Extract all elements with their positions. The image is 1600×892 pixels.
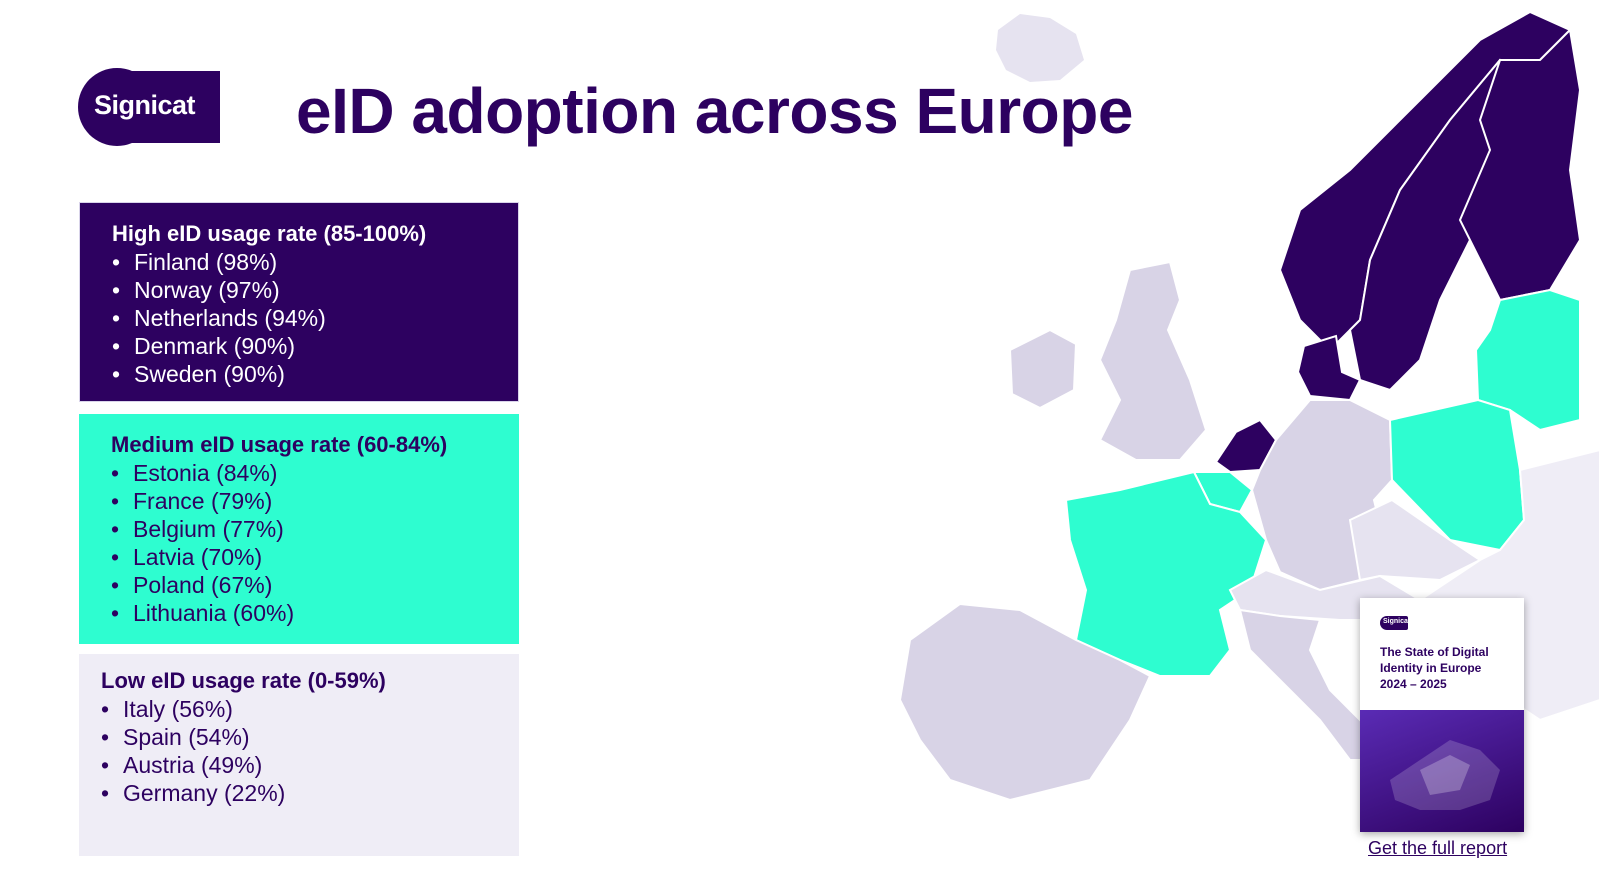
list-item: • Sweden (90%) <box>112 361 285 387</box>
list-item: • Austria (49%) <box>101 752 263 778</box>
list-item: • Norway (97%) <box>112 277 280 303</box>
sweden-shape <box>1348 58 1522 392</box>
list-item: • Finland (98%) <box>112 249 278 275</box>
uk-shape <box>1098 260 1208 461</box>
logo-rect <box>116 71 220 143</box>
list-item: • Spain (54%) <box>101 724 250 750</box>
list-item: • Germany (22%) <box>101 780 286 806</box>
list-item: • Latvia (70%) <box>111 544 263 570</box>
low-usage-list: • Italy (56%) • Spain (54%) • Austria (49%)… <box>101 695 386 807</box>
report-title: The State of Digital Identity in Europe … <box>1380 645 1489 691</box>
iceland-shape <box>996 14 1084 82</box>
list-item: • Denmark (90%) <box>112 333 296 359</box>
dotted-map-icon <box>1390 740 1500 810</box>
europe-map <box>898 10 1600 802</box>
iberia-shape <box>898 602 1152 802</box>
low-usage-heading: Low eID usage rate (0-59%) <box>101 668 386 693</box>
high-usage-box: High eID usage rate (85-100%) • Finland (… <box>79 202 519 402</box>
list-item: • Lithuania (60%) <box>111 600 295 626</box>
high-usage-heading: High eID usage rate (85-100%) <box>112 221 427 246</box>
page-title: eID adoption across Europe <box>296 75 1133 147</box>
baltics-shape <box>1474 288 1581 432</box>
medium-usage-heading: Medium eID usage rate (60-84%) <box>111 432 448 457</box>
logo-text: Signicat <box>94 90 196 120</box>
list-item: • Italy (56%) <box>101 696 233 722</box>
list-item: • France (79%) <box>111 488 273 514</box>
ireland-shape <box>1008 328 1078 410</box>
high-usage-list: • Finland (98%) • Norway (97%) • Netherland… <box>112 248 426 388</box>
low-usage-box: Low eID usage rate (0-59%) • Italy (56%) … <box>79 654 519 856</box>
medium-usage-list: • Estonia (84%) • France (79%) • Belgium (7… <box>111 459 447 627</box>
italy-shape <box>1238 608 1382 761</box>
list-item: • Poland (67%) <box>111 572 273 598</box>
report-logo: Signicat <box>1380 616 1410 630</box>
medium-usage-box: Medium eID usage rate (60-84%) • Estonia … <box>79 414 519 644</box>
list-item: • Estonia (84%) <box>111 460 278 486</box>
get-full-report-link[interactable]: Get the full report <box>1368 838 1508 858</box>
list-item: • Belgium (77%) <box>111 516 284 542</box>
list-item: • Netherlands (94%) <box>112 305 326 331</box>
france-shape <box>1064 470 1268 677</box>
denmark-shape <box>1296 334 1362 402</box>
signicat-logo: Signicat <box>78 68 222 146</box>
report-cover[interactable]: Signicat The State of Digital Identity i… <box>1360 598 1524 832</box>
report-cover-image <box>1360 710 1524 832</box>
